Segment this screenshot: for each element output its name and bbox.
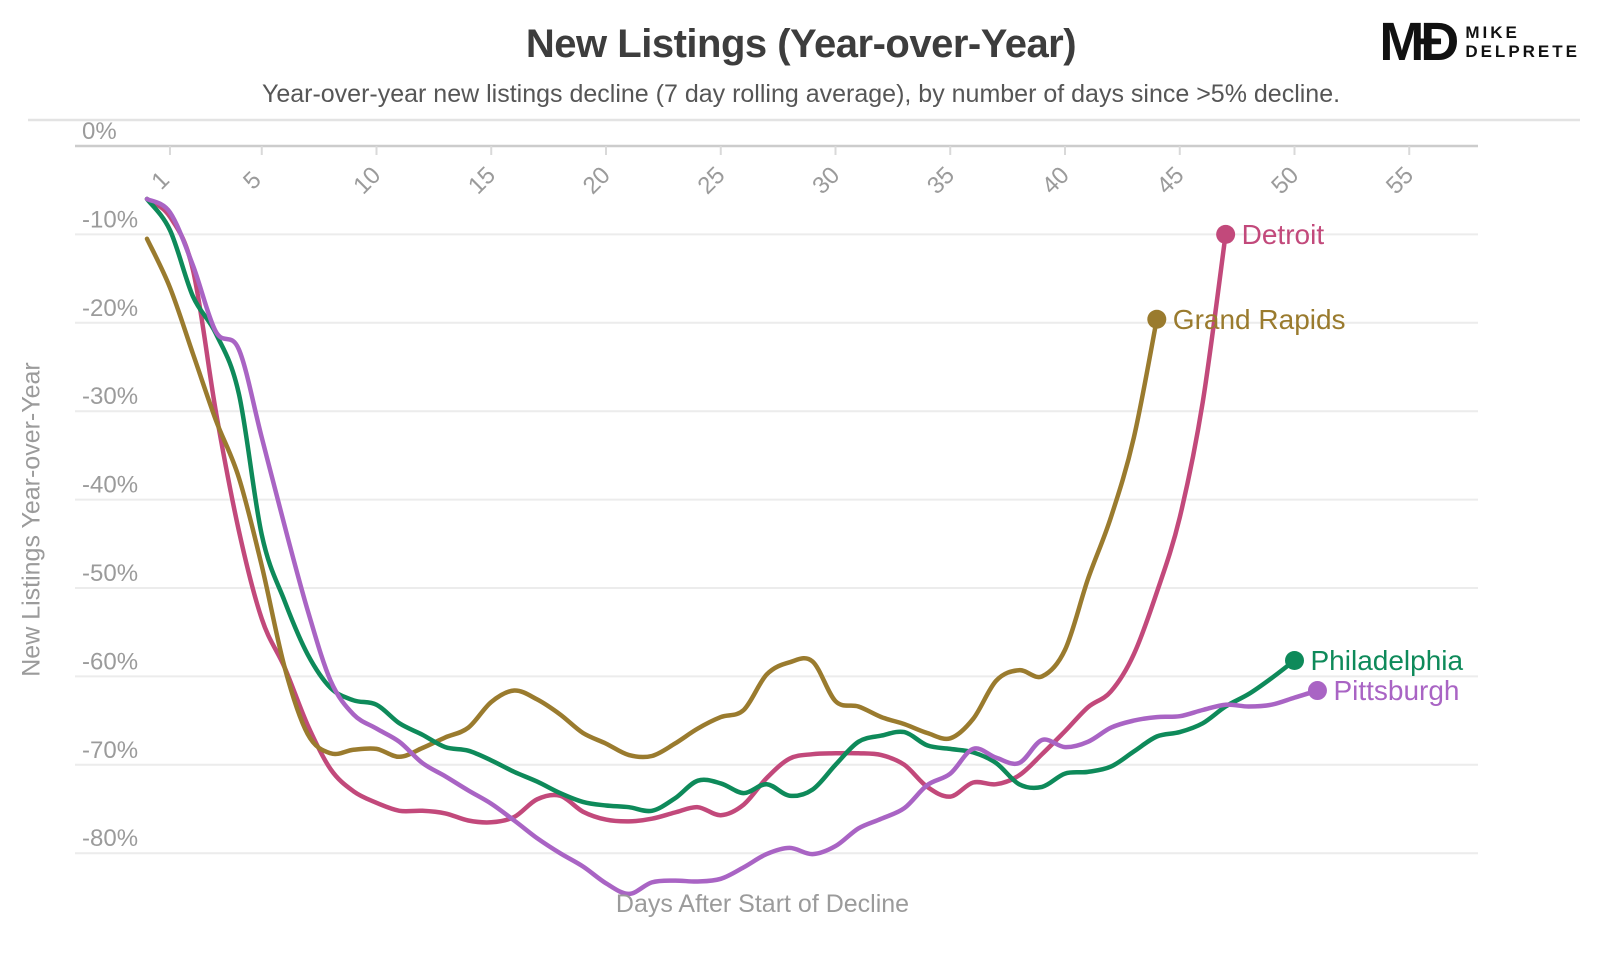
y-tick-label: -70% [82, 737, 138, 764]
y-tick-label: -30% [82, 383, 138, 410]
x-tick-label: 35 [922, 162, 960, 200]
series-endpoint-detroit [1216, 224, 1236, 244]
mike-delprete-logo: MÐ MIKE DELPRETE [1379, 12, 1580, 72]
x-axis-title: Days After Start of Decline [615, 890, 910, 918]
md-logo-icon: MÐ [1379, 12, 1459, 72]
page-title: New Listings (Year-over-Year) [525, 22, 1077, 66]
x-tick-label: 30 [807, 162, 845, 200]
series-label-pittsburgh: Pittsburgh [1333, 675, 1459, 706]
series-label-detroit: Detroit [1242, 219, 1325, 250]
y-axis-title: New Listings Year-over-Year [17, 362, 46, 677]
y-tick-label: -20% [82, 295, 138, 322]
series-endpoint-philadelphia [1285, 650, 1304, 670]
series-line-pittsburgh [144, 196, 1320, 897]
series-line-grand-rapids [144, 236, 1160, 760]
x-tick-label: 50 [1266, 162, 1304, 200]
y-tick-label: 0% [82, 118, 117, 145]
series-endpoint-pittsburgh [1307, 681, 1327, 701]
series-endpoint-grand-rapids [1147, 309, 1167, 329]
x-tick-label: 5 [238, 166, 267, 195]
series-line-detroit [144, 196, 1228, 825]
logo-wordmark: MIKE DELPRETE [1465, 23, 1580, 61]
x-tick-label: 20 [578, 162, 616, 200]
y-tick-label: -80% [82, 825, 138, 852]
y-tick-label: -10% [82, 206, 138, 233]
x-tick-label: 15 [463, 162, 501, 200]
x-tick-label: 55 [1381, 162, 1419, 200]
y-tick-label: -50% [82, 560, 138, 587]
y-tick-label: -60% [82, 648, 138, 675]
series-label-grand-rapids: Grand Rapids [1173, 304, 1346, 335]
x-tick-label: 40 [1037, 162, 1075, 200]
series-label-philadelphia: Philadelphia [1311, 645, 1464, 676]
logo-line2: DELPRETE [1465, 42, 1580, 61]
x-tick-label: 10 [348, 162, 386, 200]
chart-subtitle: Year-over-year new listings decline (7 d… [261, 80, 1341, 108]
x-tick-label: 1 [146, 166, 175, 195]
x-tick-label: 25 [692, 162, 730, 200]
x-tick-label: 45 [1151, 162, 1189, 200]
logo-line1: MIKE [1465, 23, 1520, 42]
y-tick-label: -40% [82, 472, 138, 499]
series-line-philadelphia [144, 196, 1297, 814]
